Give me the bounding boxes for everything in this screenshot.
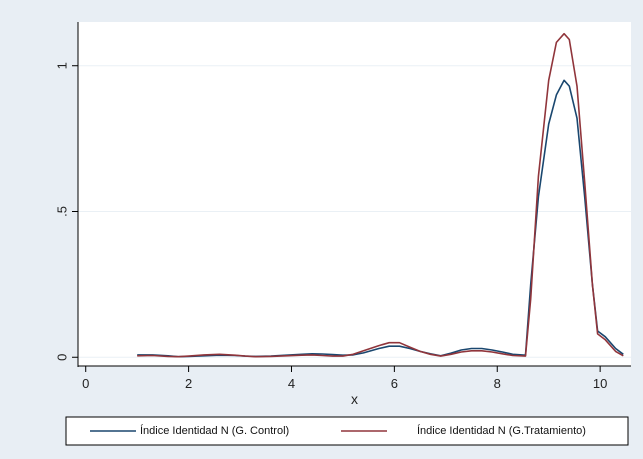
y-tick-label-2: 1 bbox=[55, 62, 70, 69]
x-tick-label-1: 2 bbox=[185, 376, 192, 391]
y-tick-label-0: 0 bbox=[55, 354, 70, 361]
axes: 0 2 4 6 8 10 0 .5 1 bbox=[55, 22, 631, 391]
legend-label-treatment: Índice Identidad N (G.Tratamiento) bbox=[417, 424, 586, 437]
x-tick-label-0: 0 bbox=[82, 376, 89, 391]
plot-area bbox=[78, 22, 631, 366]
x-axis-title: x bbox=[351, 391, 358, 407]
legend-label-control: Índice Identidad N (G. Control) bbox=[140, 424, 289, 437]
legend: Índice Identidad N (G. Control) Índice Id… bbox=[65, 416, 629, 446]
x-tick-label-4: 8 bbox=[494, 376, 501, 391]
series-line-treatment bbox=[137, 32, 624, 358]
x-tick-label-3: 6 bbox=[391, 376, 398, 391]
x-tick-label-2: 4 bbox=[288, 376, 295, 391]
x-tick-label-5: 10 bbox=[593, 376, 607, 391]
series-lines bbox=[137, 32, 624, 358]
y-tick-label-1: .5 bbox=[55, 206, 70, 217]
